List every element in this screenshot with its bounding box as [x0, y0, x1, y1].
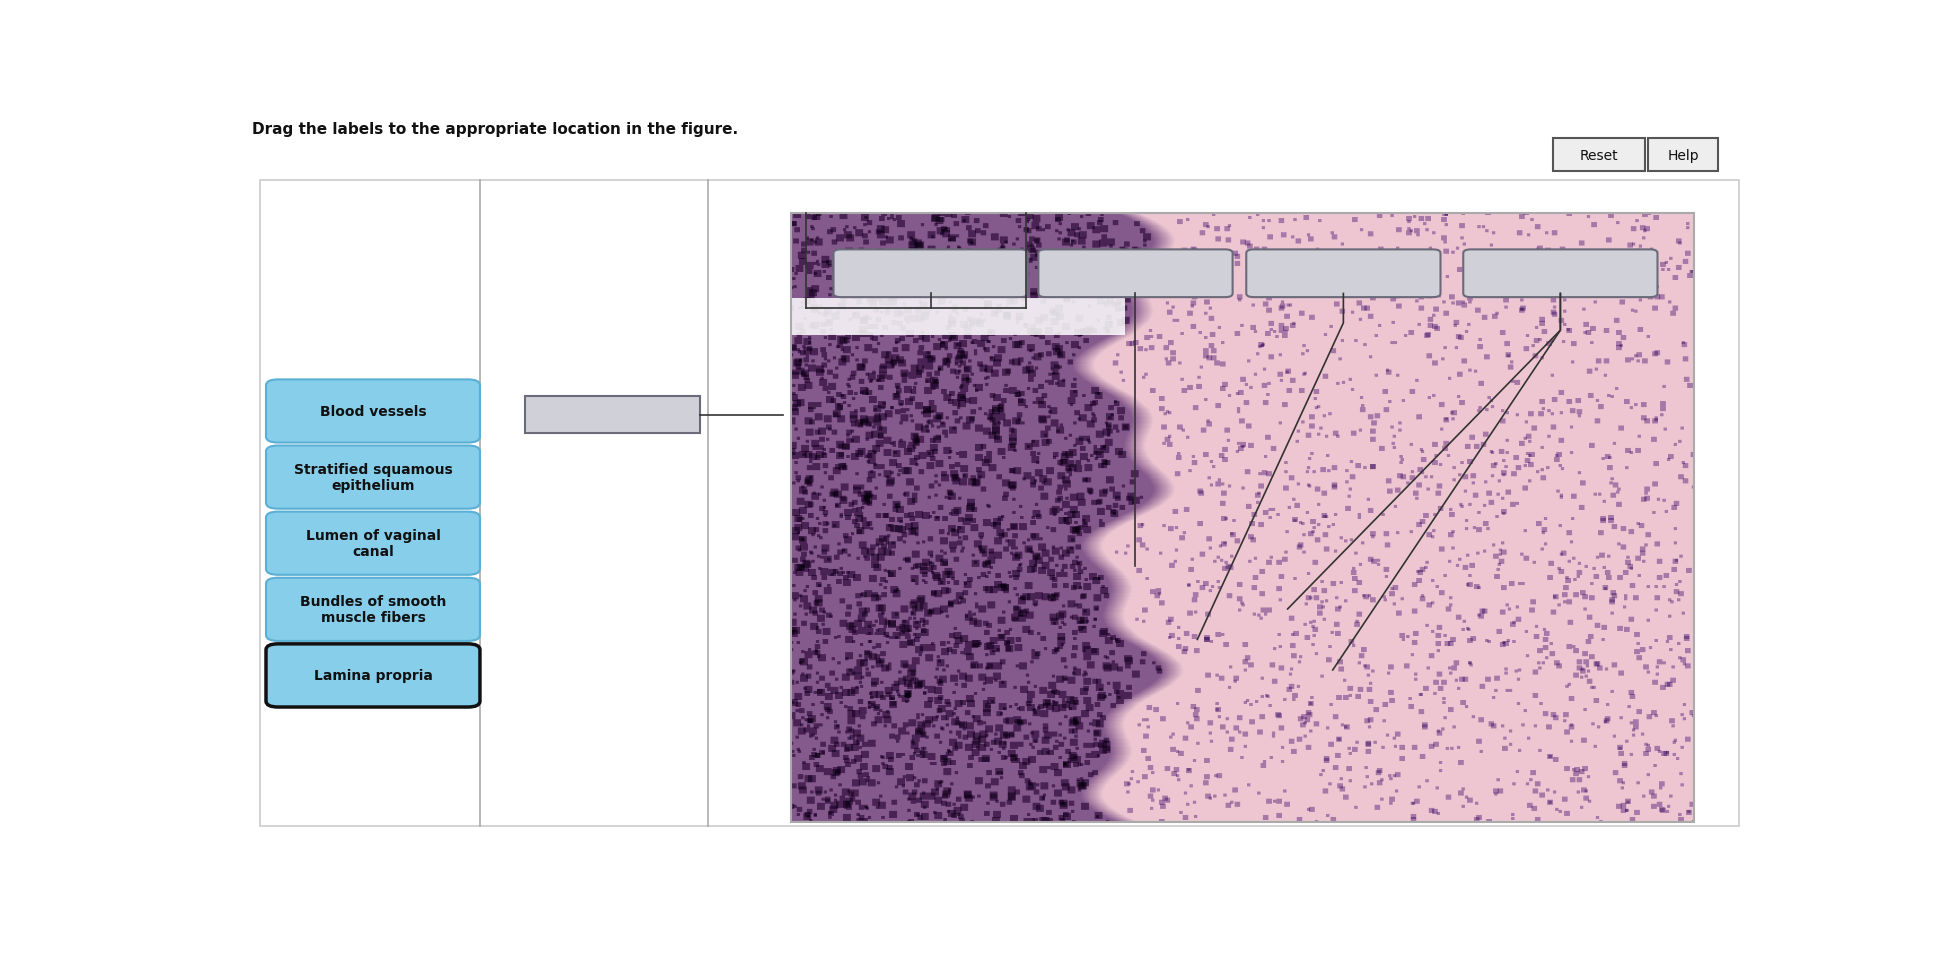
FancyBboxPatch shape [524, 396, 701, 434]
FancyBboxPatch shape [1462, 250, 1658, 298]
Text: Reset: Reset [1579, 149, 1618, 162]
FancyBboxPatch shape [266, 578, 479, 641]
FancyBboxPatch shape [266, 644, 479, 707]
FancyBboxPatch shape [266, 380, 479, 443]
Text: Help: Help [1667, 149, 1699, 162]
FancyBboxPatch shape [266, 512, 479, 576]
FancyBboxPatch shape [834, 250, 1027, 298]
Text: Blood vessels: Blood vessels [319, 405, 427, 418]
FancyBboxPatch shape [260, 180, 1738, 826]
Text: Lumen of vaginal
canal: Lumen of vaginal canal [305, 529, 440, 558]
FancyBboxPatch shape [1648, 139, 1718, 172]
FancyBboxPatch shape [1552, 139, 1644, 172]
FancyBboxPatch shape [1245, 250, 1440, 298]
FancyBboxPatch shape [1037, 250, 1233, 298]
FancyBboxPatch shape [791, 298, 1125, 335]
FancyBboxPatch shape [266, 446, 479, 509]
Text: Bundles of smooth
muscle fibers: Bundles of smooth muscle fibers [299, 595, 446, 625]
Text: Lamina propria: Lamina propria [313, 669, 432, 682]
Text: Drag the labels to the appropriate location in the figure.: Drag the labels to the appropriate locat… [252, 122, 738, 136]
Text: Stratified squamous
epithelium: Stratified squamous epithelium [294, 462, 452, 493]
